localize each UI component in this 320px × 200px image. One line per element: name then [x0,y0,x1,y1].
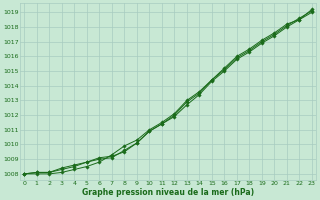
X-axis label: Graphe pression niveau de la mer (hPa): Graphe pression niveau de la mer (hPa) [82,188,254,197]
